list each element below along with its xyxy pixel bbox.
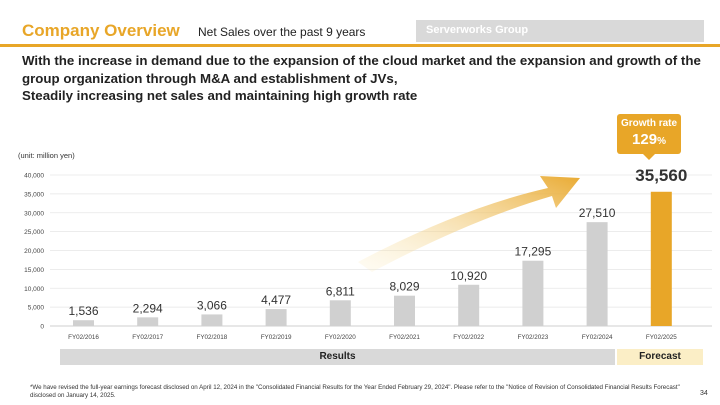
bar-value-label: 27,510: [579, 206, 616, 220]
net-sales-chart: 0 5,000 10,000 15,000 20,000 25,000 30,000 35,0…: [24, 166, 712, 341]
bar: [329, 300, 351, 326]
results-band: [60, 349, 615, 365]
headline-line-2: group organization through M&A and estab…: [22, 70, 398, 86]
bar: [73, 320, 94, 326]
x-tick-label: FY02/2017: [132, 334, 163, 341]
bar: [201, 314, 223, 326]
x-tick-label: FY02/2018: [196, 334, 227, 341]
bar-value-label: 2,294: [133, 301, 163, 315]
bar-value-label: 1,536: [68, 304, 98, 318]
header-divider: [0, 44, 720, 47]
bar: [394, 295, 415, 326]
results-label: Results: [319, 351, 356, 362]
y-tick-label: 40,000: [24, 173, 44, 180]
y-tick-label: 35,000: [24, 191, 44, 198]
unit-label: (unit: million yen): [18, 151, 75, 160]
x-tick-label: FY02/2016: [68, 334, 99, 341]
bar-value-label: 3,066: [197, 298, 227, 312]
growth-rate-label: Growth rate: [620, 118, 678, 129]
forecast-label: Forecast: [639, 351, 681, 362]
y-tick-label: 30,000: [24, 210, 44, 217]
bar: [137, 317, 159, 326]
x-tick-label: FY02/2024: [582, 334, 613, 341]
page-subtitle: Net Sales over the past 9 years: [198, 25, 366, 39]
y-tick-label: 0: [40, 324, 44, 331]
bar: [265, 309, 287, 326]
bar-value-label: 4,477: [261, 293, 291, 307]
y-tick-label: 20,000: [24, 248, 44, 255]
forecast-band: [617, 349, 703, 365]
headline-line-3: Steadily increasing net sales and mainta…: [22, 88, 418, 103]
x-tick-label: FY02/2020: [325, 334, 356, 341]
page-title: Company Overview: [22, 21, 180, 40]
y-tick-label: 15,000: [24, 267, 44, 274]
x-tick-label: FY02/2019: [261, 334, 292, 341]
y-tick-label: 5,000: [28, 305, 45, 312]
x-tick-label: FY02/2021: [389, 334, 420, 341]
headline: With the increase in demand due to the e…: [22, 52, 712, 105]
bar: [458, 284, 480, 326]
growth-rate-badge: [617, 114, 681, 154]
bar-value-label: 6,811: [326, 284, 355, 298]
growth-rate-unit: %: [657, 136, 666, 147]
growth-rate-badge-pointer: [642, 153, 656, 160]
bar-value-label: 35,560: [635, 166, 687, 185]
x-tick-label: FY02/2025: [646, 334, 677, 341]
headline-line-1: With the increase in demand due to the e…: [22, 53, 701, 68]
bar: [586, 222, 608, 326]
growth-rate-number: 129: [632, 131, 658, 148]
x-tick-label: FY02/2022: [453, 334, 484, 341]
bar-forecast: [650, 191, 672, 326]
bar-value-label: 17,295: [515, 245, 552, 259]
x-tick-label: FY02/2023: [517, 334, 548, 341]
bar-value-label: 8,029: [389, 280, 419, 294]
y-tick-label: 10,000: [24, 286, 44, 293]
page-number: 34: [700, 390, 708, 397]
y-tick-label: 25,000: [24, 229, 44, 236]
growth-rate-value: 129%: [617, 131, 681, 148]
footnote: *We have revised the full-year earnings …: [30, 384, 680, 399]
bar: [522, 260, 544, 326]
group-header-bar: [416, 20, 704, 42]
group-label: Serverworks Group: [426, 24, 529, 36]
growth-arrow: [358, 176, 580, 272]
bar-value-label: 10,920: [450, 269, 487, 283]
